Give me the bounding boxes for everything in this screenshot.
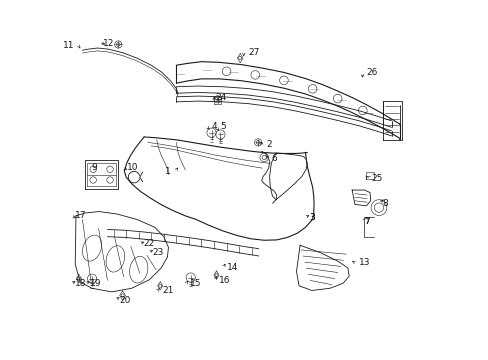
- Text: 22: 22: [143, 239, 154, 248]
- Text: 18: 18: [75, 279, 86, 288]
- Text: 26: 26: [366, 68, 377, 77]
- Text: 1: 1: [165, 167, 171, 176]
- Text: 8: 8: [382, 199, 387, 208]
- Text: 11: 11: [62, 41, 74, 50]
- Text: 13: 13: [359, 258, 370, 267]
- Text: 15: 15: [190, 279, 201, 288]
- Text: 19: 19: [89, 279, 101, 288]
- Text: 4: 4: [211, 122, 217, 131]
- Text: 7: 7: [364, 217, 369, 226]
- Text: 21: 21: [162, 286, 173, 295]
- Text: 2: 2: [265, 140, 271, 149]
- Text: 3: 3: [308, 213, 314, 222]
- Text: 16: 16: [218, 276, 230, 285]
- Text: 10: 10: [126, 163, 138, 172]
- Text: 14: 14: [227, 264, 238, 273]
- Text: 25: 25: [371, 174, 383, 183]
- Text: 23: 23: [152, 248, 163, 257]
- Text: 27: 27: [247, 48, 259, 57]
- Text: 20: 20: [120, 296, 131, 305]
- Text: 5: 5: [220, 122, 226, 131]
- Text: 6: 6: [271, 154, 277, 163]
- Text: 3: 3: [308, 213, 314, 222]
- Text: 24: 24: [215, 93, 226, 102]
- Text: 12: 12: [102, 39, 114, 48]
- Text: 17: 17: [75, 211, 86, 220]
- Text: 9: 9: [91, 163, 97, 172]
- Text: 7: 7: [364, 217, 369, 226]
